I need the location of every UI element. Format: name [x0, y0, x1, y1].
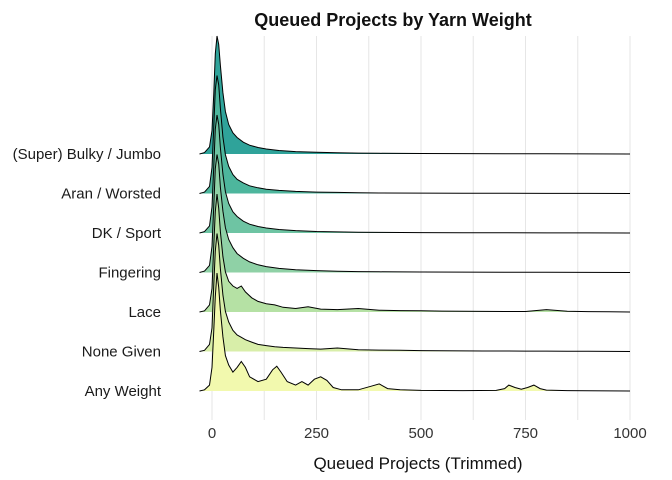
x-axis-label: Queued Projects (Trimmed)	[313, 454, 522, 473]
ridge-5	[199, 233, 631, 352]
x-tick-label-1000: 1000	[613, 425, 646, 442]
density-ridges	[199, 35, 631, 392]
ridge-outline-1	[199, 75, 631, 194]
category-label-6: Any Weight	[85, 383, 162, 400]
ridge-outline-2	[199, 114, 631, 234]
x-tick-label-500: 500	[408, 425, 433, 442]
chart-title: Queued Projects by Yarn Weight	[254, 10, 531, 30]
ridge-outline-6	[199, 272, 631, 392]
ridge-fill-6	[199, 273, 630, 391]
ridge-2	[199, 114, 631, 234]
ridge-outline-3	[199, 154, 631, 273]
ridge-6	[199, 272, 631, 392]
category-labels: (Super) Bulky / Jumbo Aran / Worsted DK / …	[13, 146, 162, 400]
ridge-1	[199, 75, 631, 194]
ridge-4	[199, 193, 631, 313]
category-label-5: None Given	[82, 344, 161, 361]
category-label-1: Aran / Worsted	[61, 186, 161, 203]
category-label-0: (Super) Bulky / Jumbo	[13, 146, 161, 163]
ridge-fill-3	[199, 154, 630, 273]
ridge-outline-0	[199, 35, 631, 155]
ridge-fill-4	[199, 194, 630, 312]
ridge-outline-4	[199, 193, 631, 313]
ridge-fill-5	[199, 233, 630, 352]
x-tick-label-250: 250	[304, 425, 329, 442]
x-tick-label-750: 750	[513, 425, 538, 442]
category-label-2: DK / Sport	[92, 225, 162, 242]
ridge-outline-5	[199, 233, 631, 352]
ridge-3	[199, 154, 631, 273]
vertical-gridlines	[211, 36, 631, 420]
category-label-4: Lace	[128, 304, 161, 321]
x-axis-tick-labels: 0 250 500 750 1000	[208, 425, 647, 442]
x-tick-label-0: 0	[208, 425, 216, 442]
category-label-3: Fingering	[98, 265, 161, 282]
ridge-0	[199, 35, 631, 155]
